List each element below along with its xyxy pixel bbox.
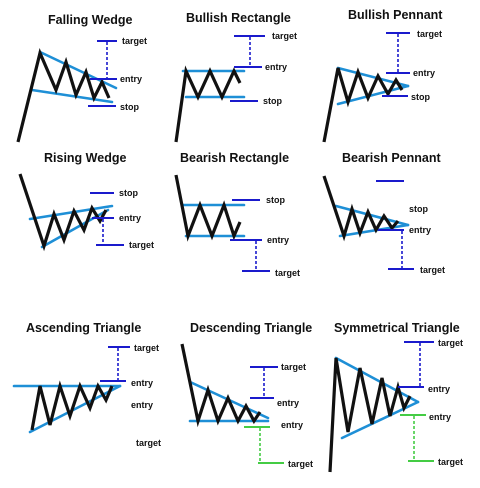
symmetrical-triangle-price-line: [328, 357, 412, 473]
symmetrical-triangle-target2-label: target: [438, 457, 463, 467]
bullish-rectangle-price-line: [174, 65, 242, 143]
bearish-pennant-title: Bearish Pennant: [342, 151, 441, 165]
bullish-pennant-price-line: [322, 67, 404, 143]
descending-triangle-entry2-label: entry: [281, 420, 303, 430]
ascending-triangle-panel: Ascending Triangle target entry entry ta…: [12, 321, 161, 448]
descending-triangle-title: Descending Triangle: [190, 321, 312, 335]
bearish-pennant-panel: Bearish Pennant stop entry target: [322, 151, 445, 275]
rising-wedge-panel: Rising Wedge stop entry target: [18, 151, 154, 252]
bullish-rectangle-entry-label: entry: [265, 62, 287, 72]
symmetrical-triangle-panel: Symmetrical Triangle target entry entry …: [328, 321, 463, 473]
symmetrical-triangle-entry2-label: entry: [429, 412, 451, 422]
bullish-pennant-entry-label: entry: [413, 68, 435, 78]
bullish-rectangle-title: Bullish Rectangle: [186, 11, 291, 25]
rising-wedge-title: Rising Wedge: [44, 151, 126, 165]
descending-triangle-target2-label: target: [288, 459, 313, 469]
ascending-triangle-entry2-label: entry: [131, 400, 153, 410]
falling-wedge-panel: Falling Wedge target entry stop: [16, 13, 147, 143]
descending-triangle-target-label: target: [281, 362, 306, 372]
ascending-triangle-entry-label: entry: [131, 378, 153, 388]
bearish-pennant-stop-label: stop: [409, 204, 429, 214]
symmetrical-triangle-target-label: target: [438, 338, 463, 348]
ascending-triangle-rising-support: [28, 384, 122, 434]
descending-triangle-price-line: [180, 343, 262, 428]
bullish-pennant-title: Bullish Pennant: [348, 8, 443, 22]
bullish-pennant-stop-label: stop: [411, 92, 431, 102]
rising-wedge-stop-label: stop: [119, 188, 139, 198]
descending-triangle-panel: Descending Triangle target entry entry t…: [180, 321, 313, 469]
falling-wedge-title: Falling Wedge: [48, 13, 133, 27]
bullish-rectangle-stop-label: stop: [263, 96, 283, 106]
falling-wedge-lower-trendline: [30, 88, 114, 104]
bearish-rectangle-panel: Bearish Rectangle stop entry target: [174, 151, 300, 278]
rising-wedge-upper-trendline: [28, 204, 114, 221]
bearish-rectangle-target-label: target: [275, 268, 300, 278]
bullish-pennant-panel: Bullish Pennant target entry stop: [322, 8, 443, 143]
falling-wedge-target-label: target: [122, 36, 147, 46]
symmetrical-triangle-entry-label: entry: [428, 384, 450, 394]
bullish-pennant-target-label: target: [417, 29, 442, 39]
falling-wedge-entry-label: entry: [120, 74, 142, 84]
bearish-rectangle-price-line: [174, 174, 242, 242]
rising-wedge-target-label: target: [129, 240, 154, 250]
rising-wedge-entry-label: entry: [119, 213, 141, 223]
rising-wedge-price-line: [18, 173, 108, 252]
ascending-triangle-target2-label: target: [136, 438, 161, 448]
bearish-pennant-price-line: [322, 175, 400, 242]
falling-wedge-price-line: [16, 48, 111, 143]
falling-wedge-stop-label: stop: [120, 102, 140, 112]
symmetrical-triangle-title: Symmetrical Triangle: [334, 321, 460, 335]
descending-triangle-entry-label: entry: [277, 398, 299, 408]
ascending-triangle-price-line: [30, 380, 114, 431]
bearish-pennant-entry-label: entry: [409, 225, 431, 235]
bearish-rectangle-stop-label: stop: [266, 195, 286, 205]
bullish-rectangle-target-label: target: [272, 31, 297, 41]
ascending-triangle-title: Ascending Triangle: [26, 321, 141, 335]
symmetrical-triangle-upper-trendline: [334, 356, 420, 404]
ascending-triangle-target-label: target: [134, 343, 159, 353]
bearish-rectangle-title: Bearish Rectangle: [180, 151, 289, 165]
bullish-rectangle-panel: Bullish Rectangle target entry stop: [174, 11, 297, 143]
bearish-pennant-lower-trendline: [338, 223, 410, 238]
bearish-rectangle-entry-label: entry: [267, 235, 289, 245]
bearish-pennant-target-label: target: [420, 265, 445, 275]
